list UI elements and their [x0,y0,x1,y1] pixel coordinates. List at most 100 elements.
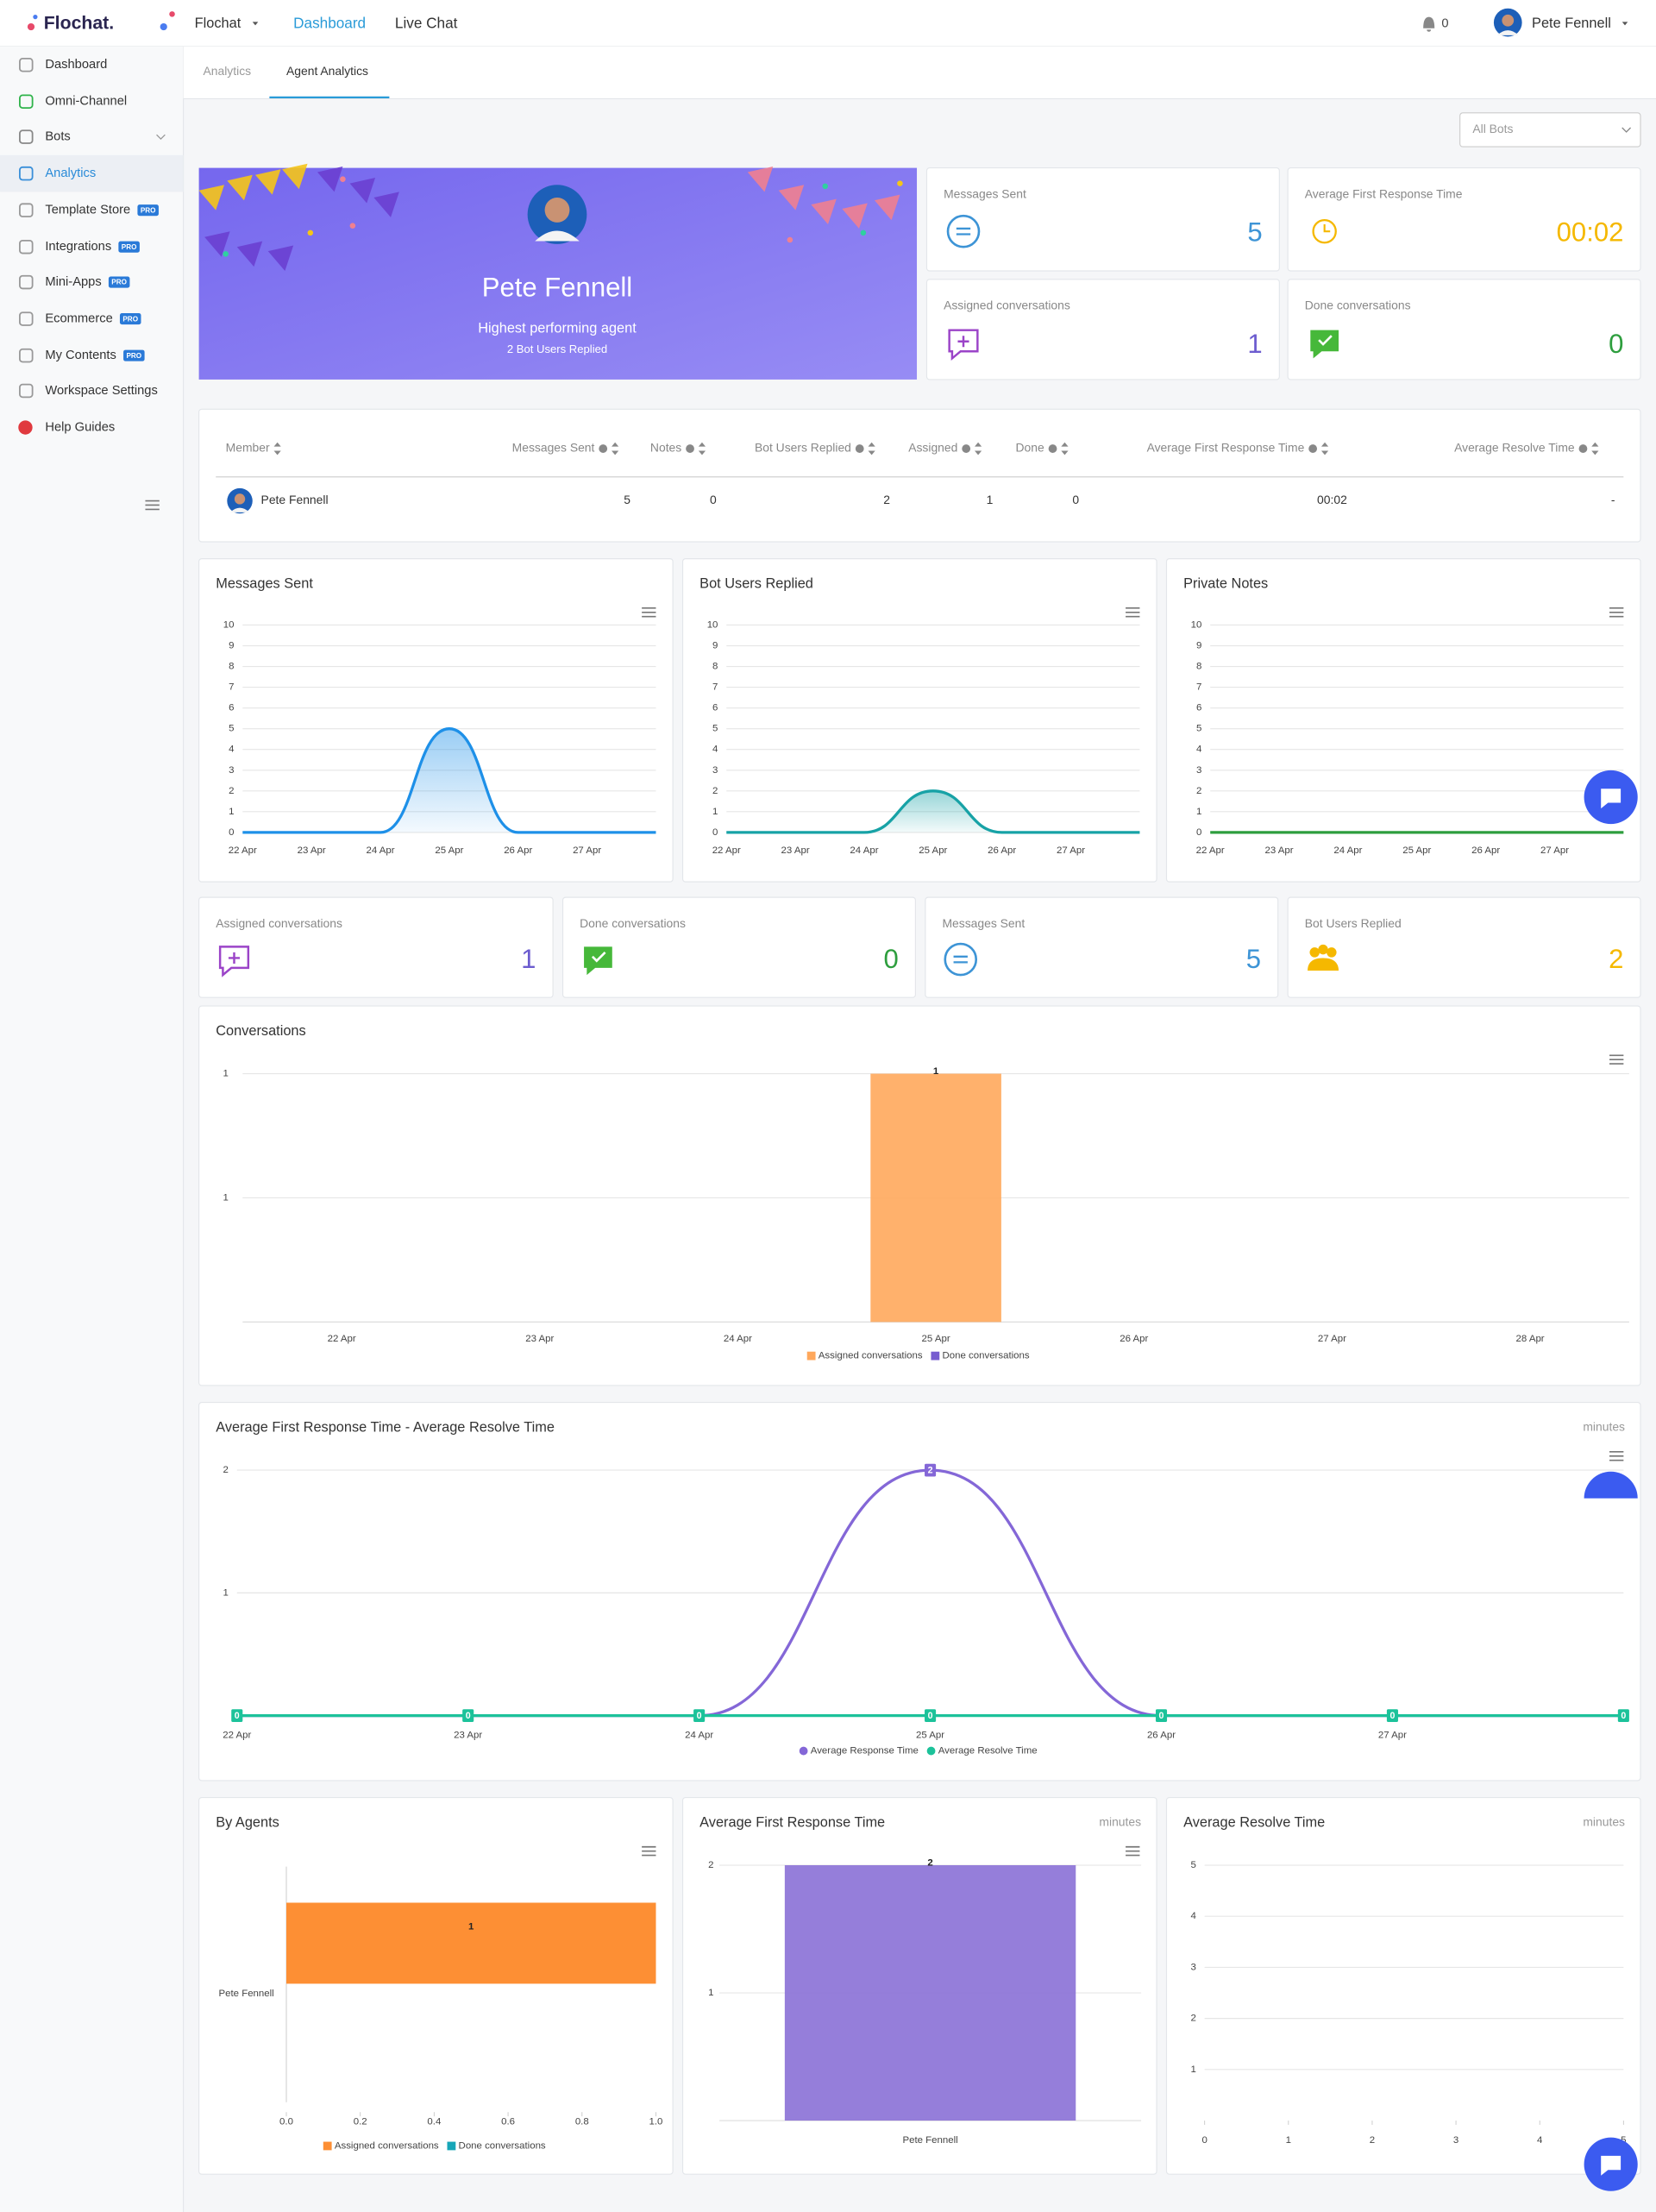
y-tick-label: 2 [229,786,234,796]
column-header[interactable]: Notes [650,441,681,455]
chat-button[interactable] [1584,1471,1638,1499]
sort-icon[interactable] [974,442,982,456]
pro-badge [118,241,140,253]
y-tick-label: 8 [712,662,718,672]
nav-item[interactable]: Analytics [45,167,96,180]
x-tick-label: Pete Fennell [902,2135,957,2146]
x-tick-label: 22 Apr [223,1731,251,1741]
icon-users [1327,947,1337,958]
x-tick-label: 0.4 [427,2117,442,2127]
workspace-switch[interactable]: Flochat [195,16,242,31]
tab[interactable]: Analytics [204,64,252,78]
y-tick-label: 7 [229,682,234,693]
nav-item[interactable]: Help Guides [45,420,115,434]
pro-badge [137,204,159,217]
sort-icon[interactable] [1061,442,1069,456]
nav-item[interactable]: Omni-Channel [45,95,127,109]
column-header[interactable]: Average First Response Time [1147,441,1305,455]
legend-swatch [926,1746,936,1756]
stat-label: Messages Sent [944,186,1026,200]
nav-link[interactable]: Live Chat [395,14,458,31]
stat-label: Messages Sent [942,916,1025,930]
column-header[interactable]: Assigned [908,441,957,455]
user-name[interactable]: Pete Fennell [1532,16,1611,31]
data-label-bg [693,1709,706,1723]
legend-label: Average Resolve Time [938,1746,1038,1756]
table-cell: 2 [883,493,890,506]
column-header[interactable]: Bot Users Replied [755,441,851,455]
bot-filter[interactable] [1459,112,1641,148]
data-label-bg [1386,1709,1398,1723]
brand: Flochat. [44,12,114,33]
icon-users [1308,958,1339,971]
x-tick-label: 25 Apr [1402,845,1431,856]
data-label-bg [925,1463,937,1477]
data-label: 2 [928,1465,933,1475]
info-icon [599,444,608,453]
nav-item[interactable]: Mini-Apps [45,275,101,289]
icon-hands [1323,224,1331,233]
x-tick-label: 26 Apr [1147,1731,1176,1741]
x-tick-label: 25 Apr [919,845,947,856]
sort-icon[interactable] [1320,442,1329,456]
bot-filter-value: All Bots [1472,122,1513,135]
table-cell: Pete Fennell [261,493,329,506]
nav-icon [19,129,34,144]
y-tick-label: 5 [229,724,234,734]
x-tick-label: 2 [1370,2135,1375,2146]
nav-item[interactable]: Template Store [45,204,130,217]
y-tick-label: 6 [712,703,718,713]
avatar-face [544,198,570,223]
table-cell: 0 [710,493,717,506]
x-tick-label: 27 Apr [1540,845,1569,856]
card [681,558,1157,883]
card [1287,279,1641,380]
sort-icon[interactable] [868,442,875,456]
nav-icon [19,383,34,399]
sort-icon[interactable] [698,442,706,456]
nav-item[interactable]: Bots [45,130,70,144]
column-header[interactable]: Member [226,441,270,455]
x-tick-label: 25 Apr [916,1731,944,1741]
data-label: 0 [1621,1711,1626,1721]
x-tick-label: 25 Apr [922,1334,950,1344]
column-header[interactable]: Done [1016,441,1044,455]
line-series [726,789,1140,834]
data-label: 0 [235,1711,240,1721]
y-tick-label: 3 [229,765,234,776]
tab[interactable]: Agent Analytics [286,64,368,78]
x-tick-label: 1 [1286,2135,1291,2146]
legend-swatch [799,1746,808,1756]
nav-item[interactable]: Dashboard [45,58,107,72]
bunting [778,185,805,211]
nav-item[interactable]: Ecommerce [45,311,112,325]
sort-icon[interactable] [1591,442,1599,456]
nav-icon [19,311,34,326]
bell-icon[interactable] [1423,16,1435,32]
card [198,1402,1641,1782]
card [925,167,1280,272]
sort-icon[interactable] [612,442,619,456]
column-header[interactable]: Average Resolve Time [1454,441,1575,455]
nav-item[interactable]: Workspace Settings [45,384,157,398]
nav-item[interactable]: Integrations [45,240,111,254]
nav-icon [19,166,34,181]
stat-label: Assigned conversations [944,298,1070,312]
sort-icon[interactable] [273,442,281,456]
legend-label: Average Response Time [811,1746,919,1756]
logo-dot [169,11,175,17]
nav-item[interactable]: My Contents [45,349,116,362]
legend-swatch [323,2141,332,2151]
avatar-face [234,493,246,505]
nav-icon [19,203,34,217]
y-tick-label: 6 [229,703,234,713]
avatar-body [229,507,250,512]
x-tick-label: 23 Apr [454,1731,482,1741]
avatar-face [1502,14,1515,27]
data-label: 0 [1389,1711,1395,1721]
y-tick-label: 0 [712,827,718,838]
column-header[interactable]: Messages Sent [512,441,595,455]
nav-link[interactable]: Dashboard [293,14,366,31]
info-icon [962,444,971,453]
pro-badge-text: PRO [122,315,138,323]
